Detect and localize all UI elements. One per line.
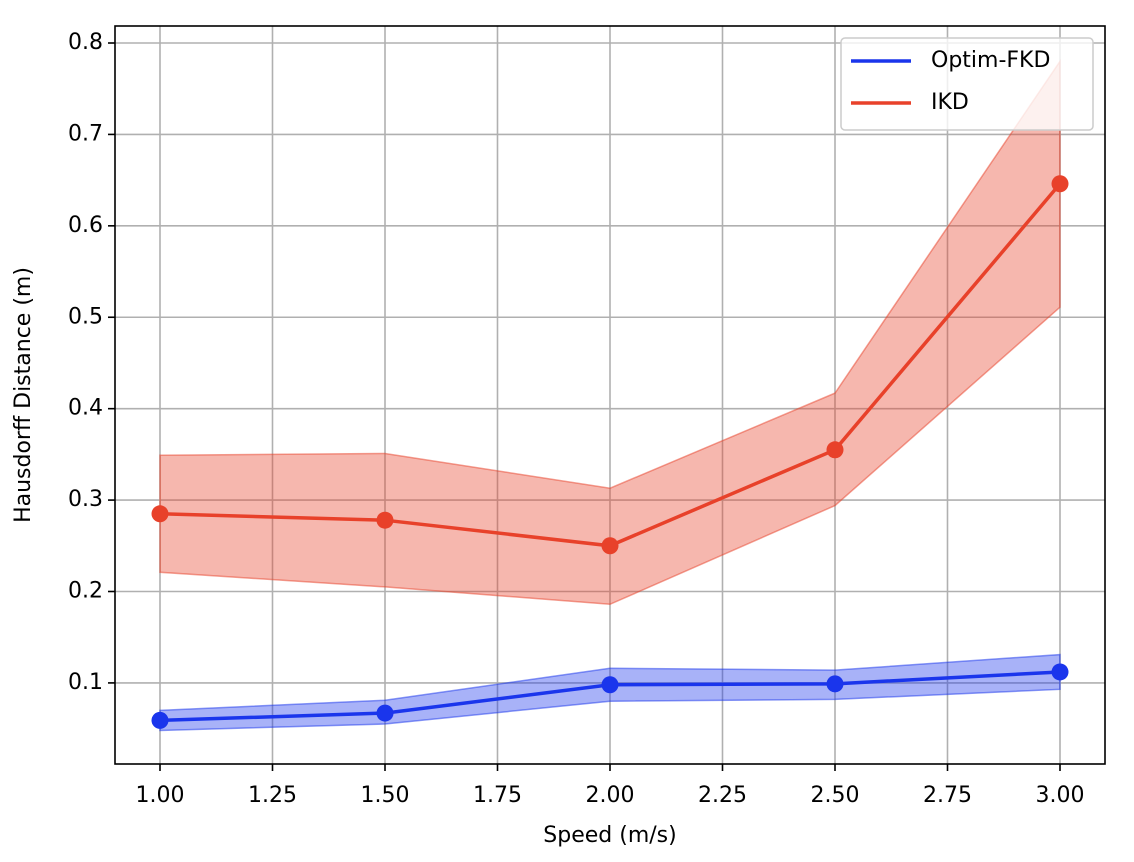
data-point xyxy=(826,675,844,693)
x-tick-label: 2.50 xyxy=(811,783,860,808)
x-tick-label: 1.50 xyxy=(361,783,410,808)
x-tick-label: 1.00 xyxy=(136,783,185,808)
y-tick-label: 0.6 xyxy=(68,213,103,238)
y-tick-label: 0.8 xyxy=(68,30,103,55)
y-tick-label: 0.3 xyxy=(68,487,103,512)
x-tick-label: 1.25 xyxy=(248,783,297,808)
x-tick-label: 1.75 xyxy=(473,783,522,808)
x-axis-label: Speed (m/s) xyxy=(543,823,676,848)
data-point xyxy=(826,441,844,459)
x-tick-label: 2.25 xyxy=(698,783,747,808)
y-tick-label: 0.5 xyxy=(68,304,103,329)
plot-frame xyxy=(114,25,1106,765)
x-tick-label: 2.00 xyxy=(586,783,635,808)
x-tick-label: 3.00 xyxy=(1036,783,1085,808)
data-point xyxy=(151,505,169,523)
data-point xyxy=(601,537,619,555)
data-point xyxy=(376,511,394,529)
data-point xyxy=(151,711,169,729)
x-tick-label: 2.75 xyxy=(923,783,972,808)
data-point xyxy=(376,704,394,722)
y-tick-label: 0.1 xyxy=(68,670,103,695)
data-point xyxy=(1051,175,1069,193)
y-tick-label: 0.4 xyxy=(68,396,103,421)
y-tick-label: 0.2 xyxy=(68,578,103,603)
legend-label: IKD xyxy=(931,90,969,115)
data-point xyxy=(601,676,619,694)
y-axis-label: Hausdorff Distance (m) xyxy=(11,267,36,523)
legend-label: Optim-FKD xyxy=(931,48,1050,73)
data-point xyxy=(1051,663,1069,681)
error-band xyxy=(159,58,1061,606)
y-tick-label: 0.7 xyxy=(68,121,103,146)
